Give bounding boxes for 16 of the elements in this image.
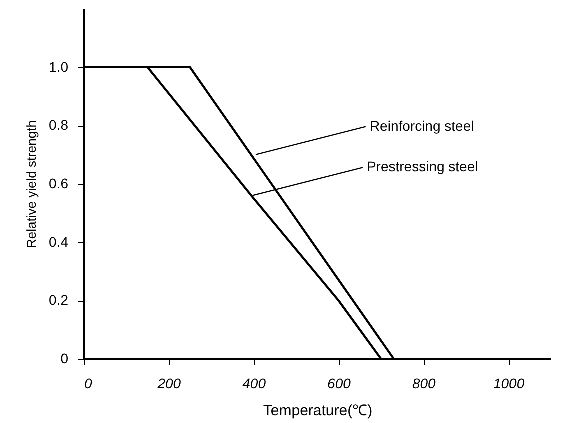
y-tick-label: 0.8 (49, 117, 69, 134)
x-tick-label: 0 (84, 376, 92, 392)
x-tick-label: 1000 (493, 376, 525, 392)
y-axis-title: Relative yield strength (24, 120, 40, 248)
y-tick-label: 0.2 (49, 292, 69, 308)
x-tick-label: 600 (328, 376, 352, 392)
annotation: Prestressing steel (366, 158, 478, 175)
x-tick-label: 200 (156, 376, 182, 392)
x-axis-title: Temperature(℃) (263, 402, 373, 420)
x-tick-label: 800 (412, 376, 436, 392)
y-tick-label: 0.6 (49, 176, 69, 192)
y-tick-label: 0 (60, 350, 69, 366)
x-tick-label: 400 (242, 376, 266, 392)
y-tick-label: 0.4 (49, 234, 69, 250)
annotation: Reinforcing steel (370, 118, 474, 134)
y-tick-label: 1.0 (49, 58, 69, 75)
